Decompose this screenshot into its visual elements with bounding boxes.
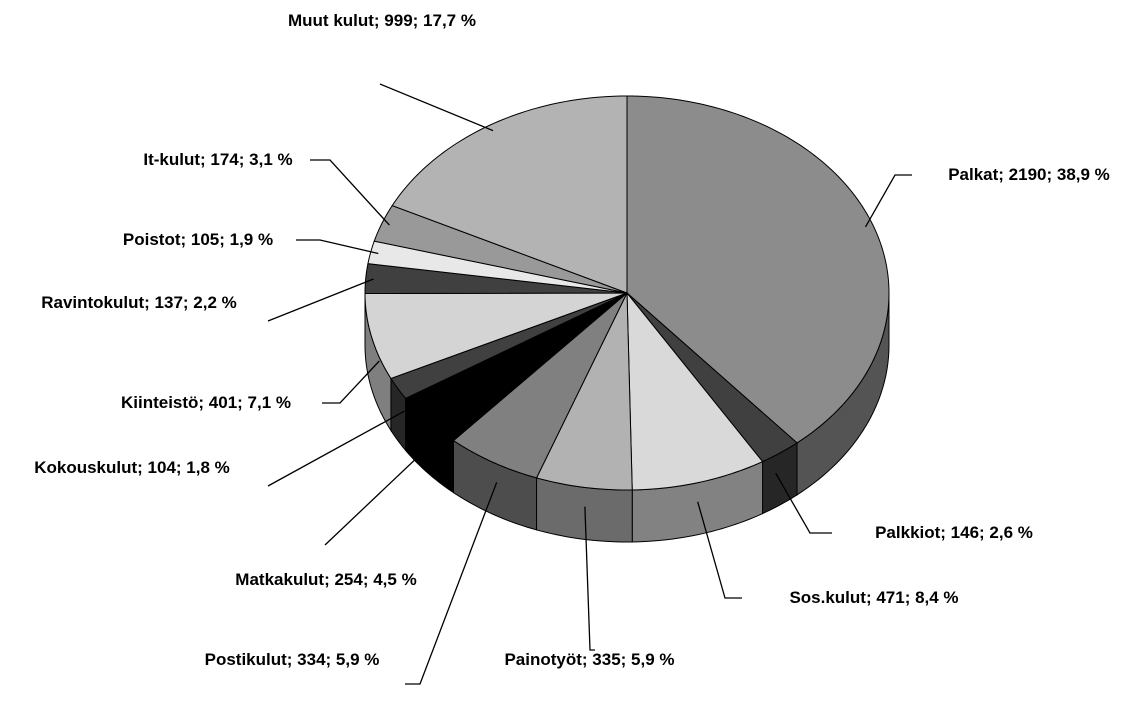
data-label: Kiinteistö; 401; 7,1 %	[120, 393, 292, 412]
leader-line	[405, 482, 498, 685]
leader-line	[324, 441, 434, 546]
slice	[626, 95, 890, 444]
data-label: Postikulut; 334; 5,9 %	[204, 650, 380, 669]
leader-line	[697, 501, 742, 599]
leader-line	[584, 506, 595, 651]
data-label: Painotyöt; 335; 5,9 %	[504, 650, 675, 669]
leader-line	[296, 239, 379, 255]
leader-line	[267, 410, 406, 487]
slice	[404, 292, 628, 442]
slice	[390, 292, 628, 399]
slice	[364, 292, 628, 380]
leader-line	[310, 159, 390, 226]
data-label: Muut kulut; 999; 17,7 %	[288, 11, 476, 30]
slice	[535, 292, 633, 491]
leader-line	[775, 472, 832, 534]
leader-line	[864, 174, 912, 228]
leader-line	[267, 278, 374, 322]
slice	[626, 292, 798, 463]
leader-line	[379, 83, 494, 132]
data-label: It-kulut; 174; 3,1 %	[143, 150, 293, 169]
data-label: Poistot; 105; 1,9 %	[122, 230, 274, 249]
data-label: Palkkiot; 146; 2,6 %	[875, 523, 1033, 542]
data-label: Matkakulut; 254; 4,5 %	[235, 570, 417, 589]
leader-line	[322, 360, 380, 404]
data-label: Palkat; 2190; 38,9 %	[948, 165, 1110, 184]
slice	[452, 292, 628, 479]
slice	[373, 204, 628, 294]
slice	[626, 291, 764, 491]
data-label: Sos.kulut; 471; 8,4 %	[789, 588, 959, 607]
data-label: Ravintokulut; 137; 2,2 %	[41, 293, 237, 312]
slice	[391, 95, 628, 294]
data-label: Kokouskulut; 104; 1,8 %	[34, 458, 230, 477]
